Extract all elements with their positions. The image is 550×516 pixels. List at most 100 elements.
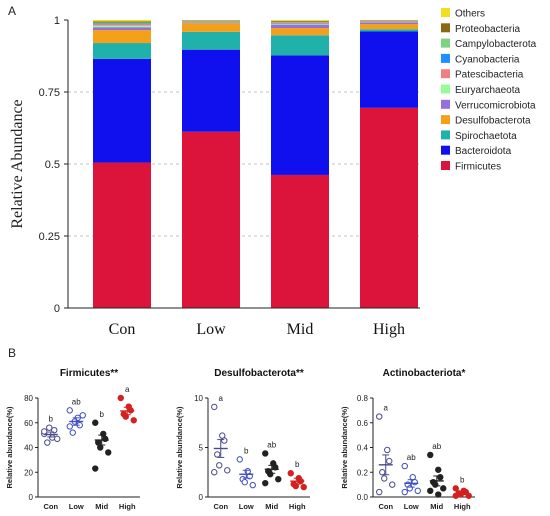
- data-point: [435, 466, 442, 473]
- data-point: [211, 469, 218, 476]
- significance-letter: a: [219, 394, 224, 403]
- bar-segment: [271, 24, 329, 29]
- data-point: [249, 481, 256, 489]
- x-tick-label: Con: [43, 502, 58, 511]
- bar-segment: [360, 22, 418, 25]
- bar-segment: [271, 35, 329, 56]
- data-point: [54, 435, 61, 443]
- x-tick-label: Mid: [287, 321, 314, 338]
- y-axis-title: Relative abundance(%): [340, 406, 349, 489]
- y-tick-label: 0.4: [357, 444, 369, 453]
- legend-label: Verrucomicrobiota: [455, 100, 536, 111]
- bar-segment: [271, 22, 329, 25]
- y-axis-title: Relative abundance(%): [175, 406, 184, 489]
- data-point: [122, 413, 129, 420]
- y-tick-label: 0.2: [357, 468, 369, 477]
- bar-segment: [182, 131, 240, 308]
- legend-swatch: [441, 161, 450, 170]
- x-tick-label: High: [119, 502, 136, 511]
- legend-swatch: [441, 23, 450, 33]
- bar-segment: [93, 30, 151, 44]
- stacked-bar-chart: Con Low Mid High 0 0.25 0.5 0.75 1 Relative Abund…: [9, 8, 537, 338]
- bar-segment: [182, 31, 240, 50]
- bar-segment: [93, 27, 151, 31]
- bar-segment: [93, 24, 151, 26]
- bar-segment: [93, 25, 151, 28]
- bar-segment: [93, 21, 151, 23]
- data-point: [224, 467, 231, 474]
- bar-segment: [360, 24, 418, 30]
- legend-swatch: [441, 115, 450, 125]
- legend-swatch: [441, 69, 450, 79]
- bar-segment: [93, 23, 151, 25]
- y-tick-label: 10: [194, 394, 203, 403]
- significance-letter: b: [244, 446, 249, 455]
- y-tick-label: 5: [199, 444, 204, 453]
- bar-segment: [271, 21, 329, 23]
- bar-segment: [93, 43, 151, 59]
- bar-segment: [360, 29, 418, 32]
- y-tick-label: 0: [199, 493, 204, 502]
- legend-label: Campylobacterota: [455, 39, 537, 50]
- x-tick-label: High: [454, 502, 471, 511]
- x-tick-label: Mid: [265, 502, 278, 511]
- data-point: [287, 470, 294, 477]
- data-point: [69, 429, 76, 436]
- significance-letter: b: [460, 475, 465, 484]
- data-point: [221, 437, 228, 444]
- bar-segment: [93, 22, 151, 24]
- legend-swatch: [441, 145, 450, 155]
- bar-segment: [271, 20, 329, 21]
- significance-letter: a: [125, 385, 130, 394]
- y-tick-label: 60: [24, 419, 33, 428]
- bar-segment: [182, 20, 240, 22]
- dot-plot-2: Desulfobacterota** 0 5 10 Relative abundance…: [175, 368, 310, 511]
- y-tick-label: 0.5: [45, 159, 60, 171]
- y-tick-label: 0: [29, 493, 34, 502]
- data-point: [427, 487, 434, 495]
- bar-segment: [271, 28, 329, 36]
- data-point: [236, 456, 243, 463]
- data-point: [440, 485, 447, 492]
- legend-swatch: [441, 38, 450, 48]
- data-point: [46, 424, 53, 431]
- y-tick-label: 80: [24, 394, 33, 403]
- x-tick-label: Mid: [95, 502, 108, 511]
- data-point: [262, 450, 269, 457]
- bar-segment: [182, 22, 240, 24]
- bar-segment: [360, 21, 418, 23]
- data-point: [435, 491, 442, 498]
- data-point: [66, 407, 73, 414]
- y-tick-label: 0.25: [39, 231, 60, 243]
- bar-segment: [271, 55, 329, 175]
- legend-swatch: [441, 130, 450, 140]
- legend-label: Firmicutes: [455, 162, 501, 173]
- significance-letter: b: [295, 460, 300, 469]
- significance-letter: b: [49, 415, 54, 424]
- data-point: [427, 451, 434, 459]
- y-axis-title: Relative Abundance: [9, 99, 26, 228]
- significance-letter: ab: [72, 397, 81, 406]
- y-axis-title: Relative abundance(%): [5, 406, 14, 489]
- y-tick-label: 0: [54, 303, 60, 315]
- data-point: [401, 462, 408, 470]
- data-point: [130, 417, 137, 424]
- data-point: [92, 465, 99, 472]
- bar-segment: [360, 31, 418, 108]
- data-point: [300, 483, 307, 491]
- bar-segment: [360, 107, 418, 308]
- x-tick-label: Con: [213, 502, 228, 511]
- bar-segment: [93, 58, 151, 163]
- data-point: [92, 419, 99, 426]
- dot-plot-1: Firmicutes** 0 20 40 60 80 Relative abundance(…: [5, 368, 140, 511]
- legend-label: Others: [455, 9, 485, 20]
- bar-segment: [93, 20, 151, 22]
- plot-title: Actinobacteriota*: [383, 368, 466, 379]
- x-tick-label: Low: [196, 321, 226, 338]
- data-point: [51, 426, 58, 434]
- x-tick-label: Low: [69, 502, 84, 511]
- bar-segment: [271, 22, 329, 23]
- legend-swatch: [441, 99, 450, 109]
- plot-title: Desulfobacterota**: [214, 368, 304, 379]
- x-tick-label: High: [289, 502, 306, 511]
